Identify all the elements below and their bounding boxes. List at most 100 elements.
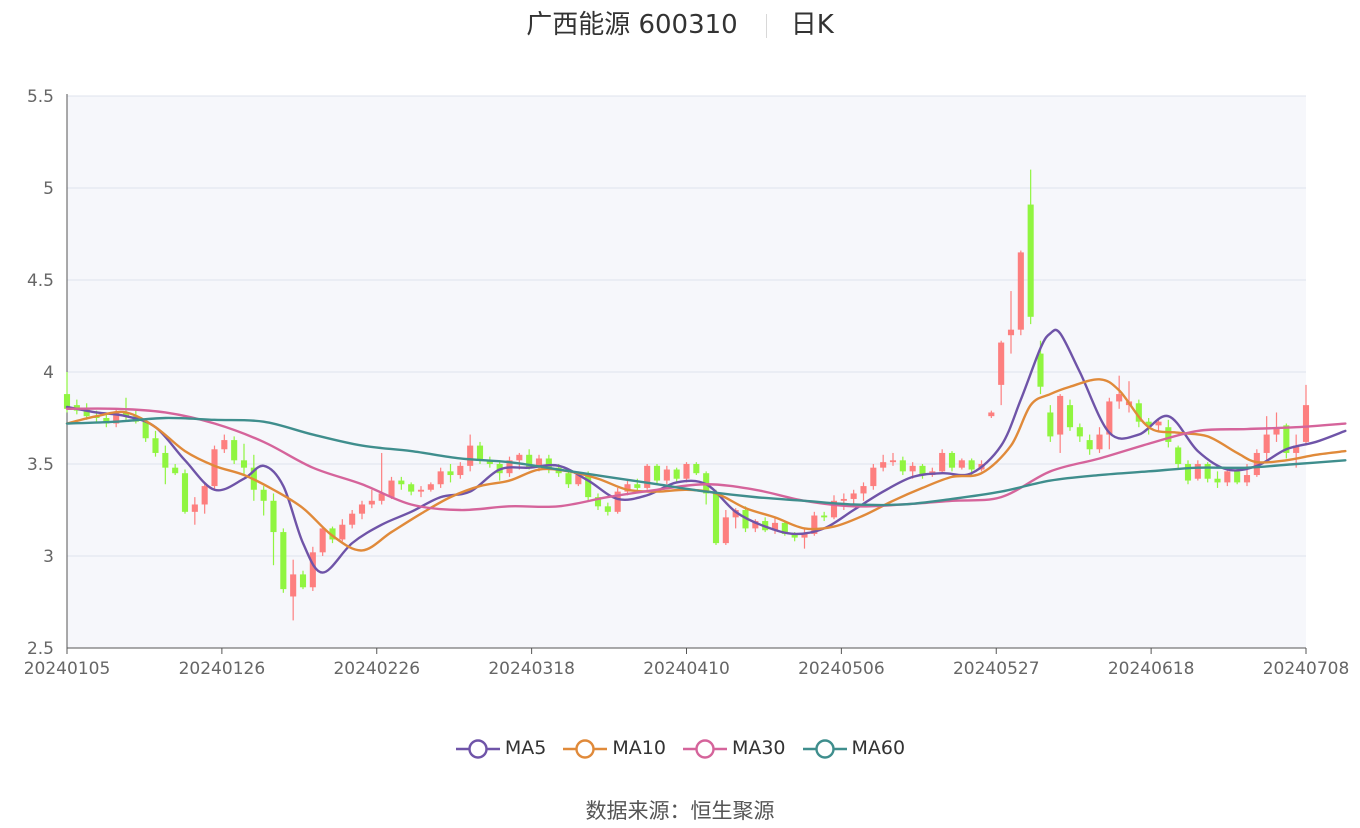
candle-body: [221, 440, 228, 450]
candle-body: [1155, 421, 1162, 426]
data-source: 数据来源：恒生聚源: [0, 796, 1360, 826]
candle-body: [673, 469, 680, 479]
candle-body: [958, 460, 965, 468]
candle-body: [1253, 452, 1260, 476]
y-tick-label: 3: [43, 547, 54, 567]
candle-body: [103, 418, 110, 424]
candle-body: [447, 471, 454, 476]
candle-body: [1273, 427, 1280, 435]
candle-body: [1194, 464, 1201, 479]
candle-body: [191, 504, 198, 512]
candle-body: [1047, 412, 1054, 437]
candle-body: [683, 464, 690, 479]
x-tick-label: 20240410: [643, 659, 730, 679]
candle-body: [889, 460, 897, 463]
candle-body: [231, 440, 238, 461]
candle-body: [722, 517, 729, 544]
candle-body: [142, 421, 149, 439]
candle-body: [122, 412, 130, 417]
candle-body: [358, 504, 366, 514]
x-tick-label: 20240126: [179, 659, 266, 679]
kline-chart: 2.5 3 3.5 4 4.5 5 5.5 20240105 20240126 20240226 2…: [24, 87, 1350, 679]
candle-body: [486, 460, 493, 464]
candle-body: [1096, 434, 1103, 450]
x-tick-label: 20240226: [333, 659, 420, 679]
candle-body: [240, 460, 248, 468]
candle-body: [535, 458, 543, 468]
candle-body: [467, 445, 474, 466]
candle-body: [1007, 329, 1015, 336]
candle-body: [1184, 464, 1192, 481]
candle-body: [988, 412, 995, 417]
candle-body: [437, 471, 444, 485]
candle-body: [309, 552, 316, 588]
legend-item-ma5[interactable]: MA5: [455, 734, 546, 762]
candle-body: [1057, 395, 1064, 435]
ma60-line: [65, 416, 1347, 507]
candle-body: [172, 467, 179, 474]
candle-body: [1116, 394, 1123, 402]
candle-body: [752, 521, 759, 529]
candle-body: [398, 480, 405, 485]
source-name: 恒生聚源: [690, 799, 775, 823]
legend-item-ma10[interactable]: MA10: [562, 734, 666, 762]
candle-body: [457, 465, 464, 476]
candle-body: [870, 467, 877, 487]
candle-body: [594, 497, 602, 507]
candle-body: [427, 484, 434, 490]
candle-body: [1293, 445, 1300, 453]
x-tick-label: 20240105: [24, 659, 111, 679]
candle-body: [791, 533, 798, 538]
ma5-line: [65, 328, 1347, 574]
candle-body: [585, 475, 592, 498]
candle-body: [968, 460, 975, 470]
ma10-line: [65, 378, 1347, 552]
candle-body: [811, 515, 818, 534]
candle-body: [201, 486, 208, 505]
candle-body: [1175, 447, 1182, 464]
legend-item-ma60[interactable]: MA60: [802, 734, 905, 762]
period-label: 日K: [790, 10, 834, 40]
candle-body: [339, 524, 346, 540]
chart-title: 广西能源 600310 日K: [0, 4, 1360, 46]
candle-body: [732, 510, 739, 518]
candle-body: [909, 465, 916, 472]
candle-body: [840, 498, 847, 501]
candle-body: [830, 500, 838, 518]
chart-legend: MA5 MA10 MA30 MA60: [0, 734, 1360, 762]
legend-item-ma30[interactable]: MA30: [682, 734, 786, 762]
candle-body: [1214, 478, 1221, 483]
candle-body: [1076, 427, 1083, 437]
candle-body: [1135, 403, 1142, 422]
candle-body: [919, 465, 926, 476]
candle-body: [624, 484, 631, 492]
candle-body: [712, 493, 720, 544]
candle-body: [1234, 471, 1241, 483]
candle-body: [565, 473, 572, 485]
candle-body: [368, 500, 375, 505]
ma30-line: [65, 407, 1347, 512]
candle-body: [417, 489, 425, 492]
candle-body: [644, 465, 651, 488]
x-tick-label: 20240527: [953, 659, 1040, 679]
y-tick-label: 4.5: [27, 271, 54, 291]
candle-body: [634, 484, 641, 488]
candle-body: [260, 489, 267, 501]
candle-body: [1283, 425, 1290, 453]
candle-body: [575, 475, 582, 485]
legend-label: MA30: [731, 737, 786, 759]
candle-body: [653, 465, 661, 481]
legend-label: MA10: [612, 737, 666, 759]
candle-body: [299, 574, 307, 588]
candle-body: [83, 408, 90, 417]
candle-body: [1027, 204, 1034, 317]
candle-body: [1017, 252, 1024, 330]
stock-name: 广西能源 600310: [526, 10, 738, 40]
candle-body: [693, 464, 700, 474]
candle-body: [152, 438, 159, 453]
candle-body: [1066, 405, 1074, 428]
x-tick-label: 20240708: [1263, 659, 1350, 679]
candle-body: [1243, 475, 1251, 483]
candle-body: [1263, 434, 1270, 453]
title-separator: [765, 13, 767, 38]
